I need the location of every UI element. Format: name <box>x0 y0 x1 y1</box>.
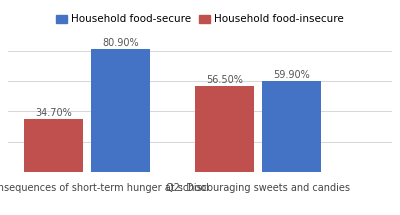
Text: Q1: Consequences of short-term hunger at school: Q1: Consequences of short-term hunger at… <box>0 183 209 193</box>
Text: 56.50%: 56.50% <box>206 75 243 85</box>
Text: 80.90%: 80.90% <box>102 38 138 48</box>
Legend: Household food-secure, Household food-insecure: Household food-secure, Household food-in… <box>52 10 348 28</box>
Text: Q2: Discouraging sweets and candies: Q2: Discouraging sweets and candies <box>166 183 350 193</box>
Bar <box>91 49 150 172</box>
Bar <box>262 81 321 172</box>
Text: 59.90%: 59.90% <box>273 70 310 80</box>
Bar <box>195 86 254 172</box>
Bar <box>24 119 83 172</box>
Text: 34.70%: 34.70% <box>35 108 72 118</box>
